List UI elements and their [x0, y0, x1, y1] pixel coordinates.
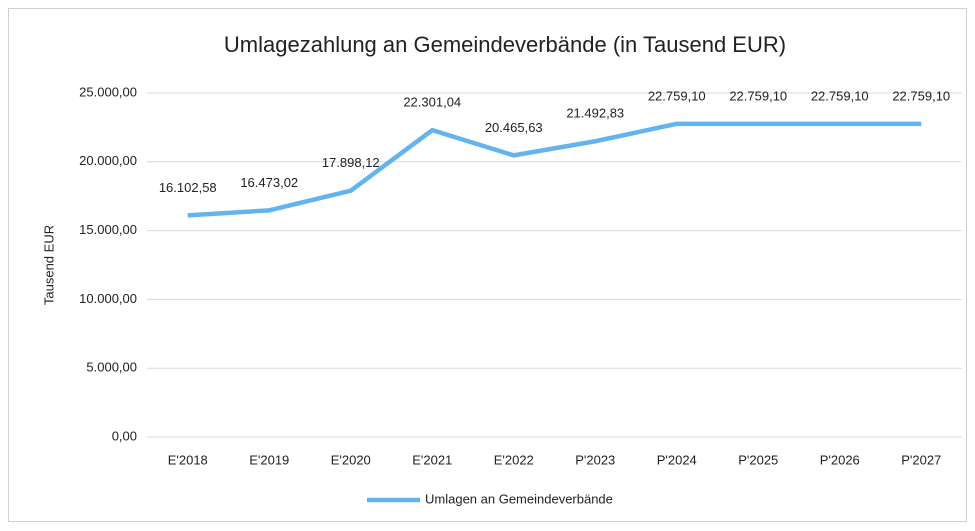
- x-tick-label: E'2021: [412, 452, 452, 467]
- x-tick-label: E'2022: [494, 452, 534, 467]
- x-tick-label: P'2027: [901, 452, 941, 467]
- chart-border: [8, 8, 967, 522]
- data-label: 16.102,58: [159, 180, 217, 195]
- x-tick-label: P'2025: [738, 452, 778, 467]
- chart-title: Umlagezahlung an Gemeindeverbände (in Ta…: [224, 32, 786, 57]
- x-tick-label: E'2019: [249, 452, 289, 467]
- data-label: 21.492,83: [566, 106, 624, 121]
- legend-label: Umlagen an Gemeindeverbände: [425, 491, 613, 506]
- data-label: 17.898,12: [322, 155, 380, 170]
- data-label: 22.759,10: [729, 88, 787, 103]
- x-tick-label: E'2018: [168, 452, 208, 467]
- y-tick-label: 15.000,00: [79, 222, 137, 237]
- data-line: [187, 121, 922, 218]
- data-label: 22.759,10: [648, 88, 706, 103]
- y-tick-label: 5.000,00: [86, 360, 137, 375]
- y-axis-label: Tausend EUR: [41, 225, 56, 305]
- x-tick-label: P'2023: [575, 452, 615, 467]
- y-tick-label: 25.000,00: [79, 84, 137, 99]
- y-tick-label: 20.000,00: [79, 153, 137, 168]
- data-label: 22.759,10: [892, 88, 950, 103]
- data-label: 20.465,63: [485, 120, 543, 135]
- x-tick-label: P'2026: [820, 452, 860, 467]
- y-tick-label: 0,00: [112, 428, 137, 443]
- x-tick-label: E'2020: [331, 452, 371, 467]
- data-label: 22.759,10: [811, 88, 869, 103]
- data-label: 22.301,04: [403, 95, 461, 110]
- y-tick-label: 10.000,00: [79, 291, 137, 306]
- data-label: 16.473,02: [240, 175, 298, 190]
- x-tick-label: P'2024: [657, 452, 697, 467]
